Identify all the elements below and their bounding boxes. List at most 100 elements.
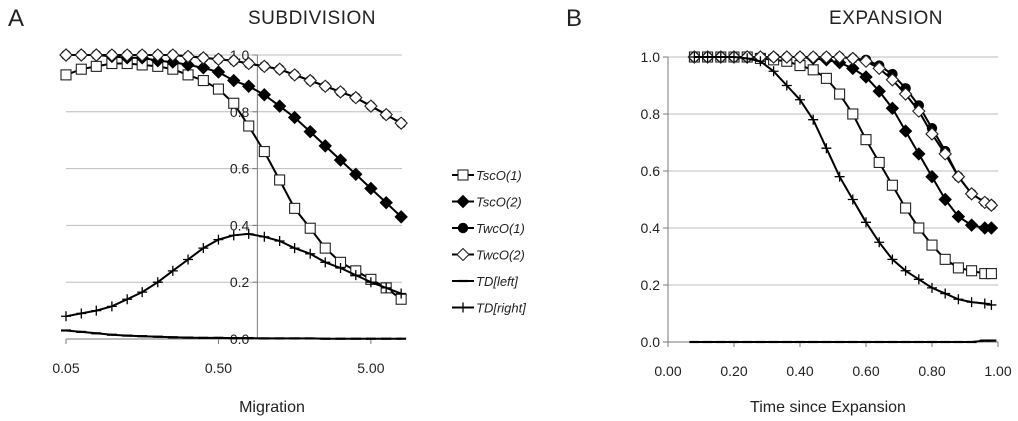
panel-a-point-tsco-2 <box>318 139 332 153</box>
panel-a-point-twco-2 <box>333 85 348 99</box>
panel-b-point-twco-2 <box>964 187 979 201</box>
panel-a-point-td-right <box>335 263 346 273</box>
panel-a-point-twco-2 <box>303 73 317 88</box>
legend-label: TD[left] <box>476 274 518 289</box>
panel-b-point-td-right <box>781 80 792 91</box>
panel-a-point-tsco-2 <box>333 153 348 167</box>
panel-a-point-td-right <box>91 305 102 316</box>
panel-b-x-tick-label: 0.00 <box>654 363 681 379</box>
panel-b-point-td-right <box>755 56 766 67</box>
panel-a-point-tsco-1 <box>228 97 240 109</box>
panel-b-point-td-right <box>986 299 997 310</box>
panel-b-point-td-right <box>887 254 898 265</box>
panel-b-series-twco-1 <box>689 51 997 211</box>
panel-b-point-tsco-2 <box>872 84 886 98</box>
legend-marker <box>457 222 469 234</box>
panel-b-point-td-right <box>940 288 951 299</box>
panel-a-series <box>59 48 408 340</box>
panel-b-point-tsco-1 <box>966 265 978 277</box>
panel-a-point-tsco-2 <box>379 195 393 210</box>
panel-b-series <box>687 50 999 344</box>
panel-a-point-td-right <box>381 282 392 293</box>
panel-a-point-tsco-1 <box>289 202 301 214</box>
panel-a-point-tsco-2 <box>196 61 211 75</box>
panel-a-point-td-right <box>213 234 224 245</box>
panel-a-point-tsco-2 <box>257 88 272 102</box>
panel-a-point-tsco-1 <box>274 174 286 186</box>
panel-a-point-tsco-2 <box>242 79 256 93</box>
panel-b-y-ticks: 0.0 0.2 0.4 0.6 0.8 1.0 <box>641 49 661 350</box>
legend-item-tsco-2: TscO(2) <box>452 195 522 210</box>
panel-a-point-tsco-1 <box>212 83 224 95</box>
panel-b-point-tsco-2 <box>898 124 913 138</box>
panel-expansion: B EXPANSION 0.00.20.40.60.81.0 0.00 0.20 0… <box>566 5 1012 416</box>
panel-a-point-twco-2 <box>318 79 333 94</box>
panel-b-y-tick-label: 0.8 <box>641 106 661 122</box>
legend-marker <box>456 194 470 209</box>
panel-a-point-twco-2 <box>241 56 256 71</box>
panel-b-series-tsco-1 <box>688 51 997 280</box>
panel-a-x-tick-label: 5.00 <box>357 360 384 376</box>
panel-b-title: EXPANSION <box>829 8 943 29</box>
panel-a-y-tick-label: 0.6 <box>230 161 250 177</box>
panel-b-y-tick-label: 0.4 <box>641 220 661 236</box>
panel-a-point-tsco-2 <box>349 167 363 181</box>
panel-a-point-td-right <box>61 311 71 322</box>
legend-marker <box>456 247 470 262</box>
panel-a-y-tick-label: 0.4 <box>230 217 250 233</box>
panel-b-point-twco-2 <box>912 104 926 118</box>
panel-a-point-twco-2 <box>196 51 211 65</box>
panel-a-point-td-right <box>305 248 316 259</box>
panel-a-point-twco-2 <box>287 68 302 82</box>
panel-a-point-td-right <box>198 243 209 254</box>
panel-b-point-tsco-1 <box>939 253 951 265</box>
panel-a-point-twco-2 <box>120 48 134 62</box>
panel-b-point-twco-2 <box>872 61 886 76</box>
panel-a-point-twco-2 <box>105 48 119 62</box>
panel-b-series-tsco-2 <box>687 50 999 235</box>
panel-b-point-tsco-2 <box>925 169 939 184</box>
panel-b-point-tsco-2 <box>912 147 926 161</box>
panel-b-point-td-right <box>808 114 819 125</box>
panel-b-point-tsco-1 <box>926 239 938 251</box>
panel-b-x-tick-label: 0.60 <box>852 363 879 379</box>
panel-b-point-td-right <box>847 194 858 205</box>
panel-a-point-td-right <box>106 301 117 312</box>
panel-a-series-tsco-2 <box>59 48 408 224</box>
panel-b-series-twco-2 <box>687 50 999 212</box>
panel-b-point-td-right <box>913 274 924 285</box>
legend-item-td-right: TD[right] <box>452 301 526 316</box>
panel-a-point-tsco-1 <box>258 146 270 158</box>
panel-a-point-twco-2 <box>59 48 73 62</box>
panel-a-point-td-right <box>274 236 285 247</box>
panel-b-point-td-right <box>715 52 726 62</box>
panel-a-point-tsco-1 <box>319 242 331 254</box>
panel-b-point-tsco-1 <box>900 202 912 214</box>
legend-item-twco-2: TwcO(2) <box>452 248 525 263</box>
panel-a-point-tsco-2 <box>303 124 317 139</box>
panel-b-point-td-right <box>689 52 700 62</box>
panel-b-point-twco-2 <box>832 50 847 64</box>
legend-item-td-left: TD[left] <box>452 274 518 289</box>
legend-label: TD[right] <box>476 301 526 316</box>
panel-b-point-tsco-1 <box>847 108 859 120</box>
panel-a-point-twco-2 <box>379 107 393 122</box>
panel-b-x-tick-label: 0.80 <box>918 363 945 379</box>
panel-b-point-td-right <box>927 282 937 293</box>
legend-marker <box>458 302 468 313</box>
panel-b-point-tsco-1 <box>820 72 832 84</box>
panel-b-point-tsco-1 <box>952 262 964 274</box>
panel-a-point-tsco-1 <box>304 222 316 234</box>
legend-label: TwcO(1) <box>476 221 525 236</box>
panel-b-point-td-right <box>834 171 845 182</box>
panel-a-point-td-right <box>137 287 148 298</box>
panel-a-point-tsco-1 <box>75 63 87 75</box>
panel-a-point-twco-2 <box>135 48 149 62</box>
panel-a-point-td-right <box>365 277 376 288</box>
panel-b-point-twco-2 <box>951 169 966 184</box>
panel-b-point-td-right <box>821 143 832 154</box>
panel-a-title: SUBDIVISION <box>248 8 376 29</box>
panel-a-point-twco-2 <box>74 48 89 62</box>
panel-b-point-twco-2 <box>938 147 952 161</box>
